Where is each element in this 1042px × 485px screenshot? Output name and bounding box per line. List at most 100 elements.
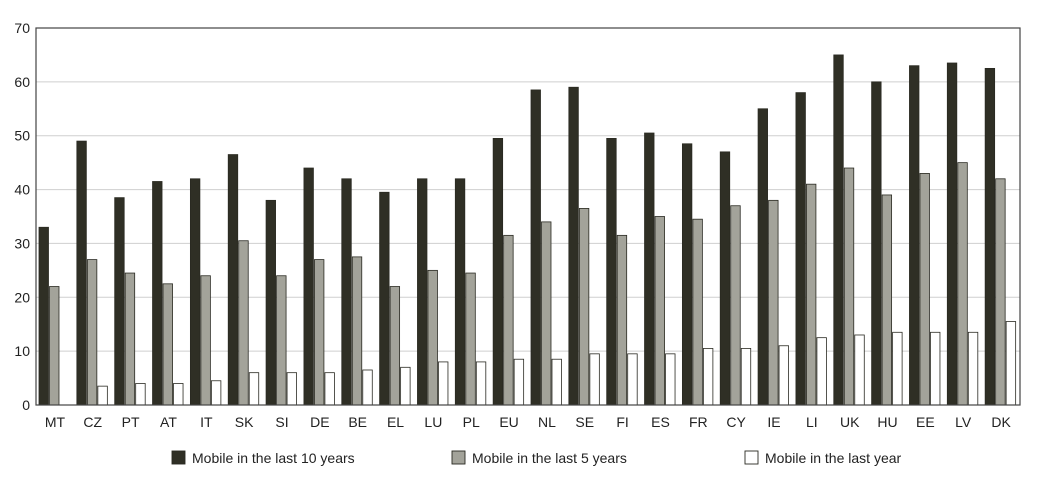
bar-five-years-dk — [995, 178, 1006, 406]
x-category-label: BE — [348, 414, 367, 430]
bar-last-year-cy — [740, 348, 752, 406]
bar-ten-years-fr — [681, 143, 693, 406]
bar-ten-years-at — [152, 181, 163, 406]
bar-last-year-ee — [930, 331, 941, 406]
bar-last-year-nl — [551, 358, 562, 406]
x-category-label: SK — [235, 414, 254, 430]
y-tick-label: 0 — [22, 397, 30, 413]
bar-last-year-el — [400, 366, 411, 406]
x-category-label: MT — [45, 414, 66, 430]
bar-last-year-dk — [1005, 321, 1017, 406]
x-category-label: PT — [122, 414, 140, 430]
bar-last-year-lv — [967, 331, 979, 406]
bar-ten-years-el — [379, 191, 390, 406]
legend-label: Mobile in the last year — [765, 450, 902, 466]
bar-ten-years-mt — [38, 226, 49, 406]
x-category-label: EU — [499, 414, 518, 430]
bar-five-years-se — [578, 208, 590, 406]
legend-swatch — [171, 450, 186, 465]
x-category-label: SI — [275, 414, 288, 430]
x-category-label: IE — [767, 414, 780, 430]
x-category-label: PL — [463, 414, 480, 430]
bar-five-years-es — [654, 216, 665, 406]
bar-last-year-de — [324, 372, 335, 406]
bar-last-year-si — [286, 372, 297, 406]
bar-last-year-eu — [513, 358, 525, 406]
bar-five-years-li — [806, 183, 817, 406]
bar-five-years-lv — [957, 162, 968, 406]
bar-ten-years-lu — [417, 178, 428, 406]
x-category-label: LU — [424, 414, 442, 430]
bar-last-year-uk — [854, 334, 865, 406]
bar-last-year-fr — [702, 348, 714, 406]
x-axis-categories: MT CZ PT AT IT SK SI DE BE EL LU PL EU NL SE FI ES FR CY IE… — [45, 414, 1012, 430]
bar-last-year-li — [816, 337, 827, 406]
bar-last-year-be — [362, 369, 373, 406]
y-tick-label: 20 — [14, 289, 30, 305]
x-category-label: EL — [387, 414, 404, 430]
bar-ten-years-hu — [871, 81, 882, 406]
bar-ten-years-it — [189, 178, 201, 406]
bar-five-years-eu — [503, 234, 514, 406]
x-category-label: AT — [160, 414, 177, 430]
bar-five-years-pl — [465, 272, 476, 406]
plot-frame — [35, 27, 1021, 406]
legend-swatch — [451, 450, 466, 465]
y-axis-ticks: 0 10 20 30 40 50 60 70 — [14, 20, 30, 413]
x-category-label: CY — [726, 414, 746, 430]
x-category-label: IT — [200, 414, 213, 430]
bar-ten-years-nl — [530, 89, 541, 406]
bar-five-years-hu — [881, 194, 893, 406]
bar-five-years-ie — [768, 199, 779, 406]
bar-last-year-ie — [778, 345, 789, 406]
x-category-label: DK — [991, 414, 1011, 430]
legend: Mobile in the last 10 years Mobile in the… — [171, 450, 902, 466]
bar-last-year-pl — [475, 361, 487, 406]
bar-ten-years-pl — [454, 178, 466, 406]
bar-last-year-at — [173, 383, 184, 406]
bar-last-year-es — [665, 353, 676, 406]
bar-last-year-fi — [627, 353, 638, 406]
bar-ten-years-sk — [227, 154, 239, 406]
bar-ten-years-es — [644, 132, 655, 406]
bar-ten-years-si — [265, 199, 276, 406]
bar-ten-years-li — [795, 92, 806, 406]
bar-five-years-ee — [919, 173, 930, 406]
bar-five-years-lu — [427, 269, 438, 406]
bars — [38, 54, 1017, 406]
bar-last-year-pt — [135, 383, 146, 406]
x-category-label: FI — [616, 414, 628, 430]
bar-five-years-it — [200, 275, 211, 406]
y-tick-label: 50 — [14, 128, 30, 144]
bar-ten-years-de — [303, 167, 314, 406]
x-category-label: FR — [689, 414, 708, 430]
bar-five-years-be — [351, 256, 363, 406]
bar-five-years-el — [389, 286, 401, 406]
bar-last-year-cz — [97, 385, 108, 406]
bar-ten-years-se — [568, 86, 579, 406]
y-tick-label: 30 — [14, 235, 30, 251]
bar-five-years-sk — [238, 240, 249, 406]
bar-five-years-at — [162, 283, 173, 406]
bar-five-years-uk — [843, 167, 855, 406]
x-category-label: UK — [840, 414, 860, 430]
bar-ten-years-dk — [984, 67, 996, 406]
bar-last-year-sk — [248, 372, 260, 406]
legend-label: Mobile in the last 5 years — [472, 450, 627, 466]
y-tick-label: 60 — [14, 74, 30, 90]
bar-ten-years-ee — [909, 65, 920, 406]
x-category-label: DE — [310, 414, 329, 430]
bar-five-years-fr — [692, 218, 703, 406]
bar-last-year-it — [210, 380, 222, 406]
x-category-label: SE — [575, 414, 594, 430]
bar-ten-years-uk — [833, 54, 844, 406]
bar-five-years-nl — [541, 221, 552, 406]
bar-five-years-de — [314, 259, 325, 406]
x-category-label: LV — [955, 414, 972, 430]
x-category-label: EE — [916, 414, 935, 430]
bar-last-year-hu — [892, 331, 903, 406]
x-category-label: CZ — [83, 414, 102, 430]
bar-ten-years-fi — [606, 138, 617, 406]
bar-five-years-cy — [730, 205, 741, 406]
bar-last-year-se — [589, 353, 600, 406]
